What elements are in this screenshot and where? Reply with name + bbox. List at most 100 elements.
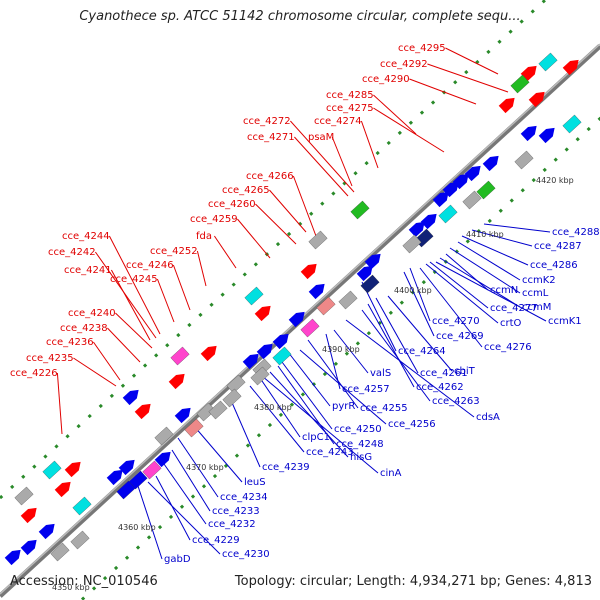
gene-feature <box>54 481 71 498</box>
gene-label-forward: cce_4265 <box>222 185 270 196</box>
gene-label-reverse: cbiT <box>454 366 476 377</box>
kbp-tick-label: 4370 kbp <box>186 463 224 472</box>
gene-label-forward: cce_4290 <box>362 74 410 85</box>
leader-line <box>360 120 379 169</box>
accession-text: Accession: NC_010546 <box>10 574 158 589</box>
gene-feature <box>116 480 136 500</box>
leader-line <box>461 235 529 266</box>
gene-label-reverse: cce_4264 <box>398 346 446 357</box>
leader-line <box>213 235 237 269</box>
gene-label-forward: cce_4244 <box>62 231 110 242</box>
gene-feature <box>64 461 81 478</box>
leader-line <box>449 247 521 294</box>
gene-label-reverse: cce_4248 <box>336 439 384 450</box>
leader-line <box>439 257 521 308</box>
gene-feature <box>200 345 217 362</box>
gene-label-forward: cce_4241 <box>64 265 112 276</box>
gene-label-forward: cce_4271 <box>247 132 295 143</box>
leader-line <box>177 437 219 498</box>
kbp-tick-label: 4360 kbp <box>118 523 156 532</box>
gene-feature <box>510 74 530 94</box>
leader-line <box>375 297 419 374</box>
gene-feature <box>118 459 135 476</box>
gene-label-forward: cce_4266 <box>246 171 294 182</box>
gene-feature <box>476 180 496 200</box>
leader-line <box>290 120 355 193</box>
leader-line <box>361 281 397 352</box>
gene-feature <box>184 418 204 438</box>
gene-feature <box>514 150 534 170</box>
gene-feature <box>308 230 328 250</box>
gene-feature <box>72 496 92 516</box>
gene-label-reverse: valS <box>370 368 391 379</box>
leader-line <box>107 327 141 363</box>
gene-feature <box>272 346 292 366</box>
gene-label-reverse: cce_4233 <box>212 506 260 517</box>
gene-label-forward: cce_4242 <box>48 247 96 258</box>
leader-line <box>193 425 243 483</box>
gene-feature <box>20 507 37 524</box>
gene-feature <box>562 59 579 76</box>
leader-line <box>425 263 499 324</box>
kbp-ticks: 4420 kbp 4410 kbp 4400 kbp 4390 kbp 4380 kbp… <box>52 176 574 592</box>
gene-label-reverse: ccmK1 <box>548 316 582 327</box>
leader-line <box>333 329 369 374</box>
leader-line <box>269 189 307 233</box>
gene-feature <box>134 403 151 420</box>
gene-feature <box>70 530 90 550</box>
gene-feature <box>14 486 34 506</box>
gene-label-reverse: cce_4230 <box>222 549 270 560</box>
gene-feature <box>256 343 273 360</box>
gene-label-forward: cce_4240 <box>68 308 116 319</box>
gene-label-reverse: cce_4229 <box>192 535 240 546</box>
gene-feature <box>338 290 358 310</box>
gene-label-reverse: cce_4234 <box>220 492 268 503</box>
leader-line <box>172 264 191 311</box>
gene-label-forward: psaM <box>308 132 334 143</box>
gene-label-forward: cce_4295 <box>398 43 446 54</box>
gene-label-forward: cce_4245 <box>110 274 158 285</box>
gene-label-reverse: cce_4277 <box>490 303 538 314</box>
gene-label-forward: cce_4275 <box>326 103 374 114</box>
gene-feature <box>196 402 216 422</box>
gene-label-reverse: ccmK2 <box>522 275 556 286</box>
gene-label-forward: cce_4272 <box>243 116 291 127</box>
leader-line <box>331 136 353 187</box>
gene-feature <box>242 353 259 370</box>
gene-feature <box>50 542 70 562</box>
gene-feature <box>360 274 380 294</box>
gene-feature <box>438 204 458 224</box>
kbp-tick-label: 4350 kbp <box>52 583 90 592</box>
gene-labels: cce_4295 cce_4292 cce_4290 cce_4285 cce_4275… <box>10 43 600 565</box>
gene-feature <box>154 451 171 468</box>
gene-feature <box>20 539 37 556</box>
gene-feature <box>4 549 21 566</box>
gene-label-reverse: cce_4256 <box>388 419 436 430</box>
gene-label-forward: cce_4285 <box>326 90 374 101</box>
kbp-tick-label: 4420 kbp <box>536 176 574 185</box>
gene-feature <box>174 407 191 424</box>
gene-label-reverse: cce_4286 <box>530 260 578 271</box>
leader-line <box>429 261 489 309</box>
leader-line <box>373 107 445 153</box>
gene-label-reverse: leuS <box>244 477 266 488</box>
leader-line <box>237 218 271 259</box>
leader-line <box>229 397 261 468</box>
gene-label-forward: cce_4246 <box>126 260 174 271</box>
gene-label-reverse: hisG <box>350 452 372 463</box>
label-leader-lines <box>56 47 551 560</box>
gene-label-reverse: cce_4255 <box>360 403 408 414</box>
gene-feature <box>244 286 264 306</box>
gene-label-reverse: cce_4232 <box>208 519 256 530</box>
gene-label-reverse: gabD <box>164 554 191 565</box>
gene-feature <box>538 127 555 144</box>
gene-feature <box>420 213 437 230</box>
gene-label-reverse: crtO <box>500 318 522 329</box>
kbp-tick-label: 4390 kbp <box>322 345 360 354</box>
leader-line <box>435 261 547 322</box>
gene-features <box>4 52 582 566</box>
gene-feature <box>308 283 325 300</box>
leader-line <box>419 267 483 348</box>
leader-line <box>373 94 417 135</box>
leader-line <box>155 475 191 541</box>
